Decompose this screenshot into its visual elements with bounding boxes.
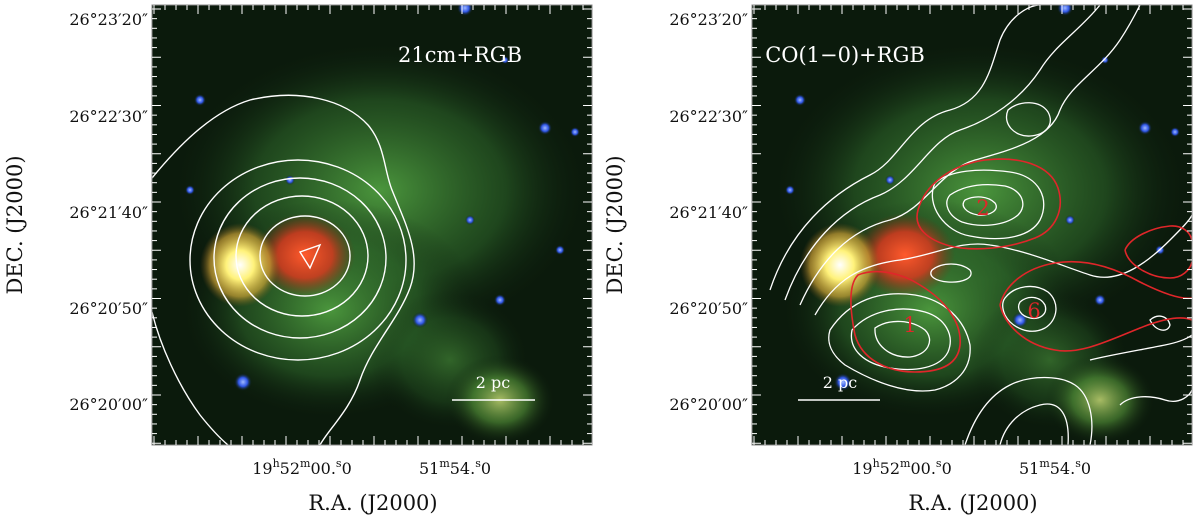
y-tick-label: 26°23′20″	[69, 10, 148, 29]
ticks	[152, 5, 592, 445]
y-axis-title: DEC. (J2000)	[3, 155, 27, 294]
source-label-6: 6	[1027, 299, 1040, 323]
scale-bar: 2 pc	[798, 373, 880, 401]
co-highlight-contours	[850, 158, 1192, 373]
y-tick-label: 26°20′00″	[69, 395, 148, 414]
panel-right: 1 2 6 2 pc CO(1−0)+RGB 26°23′20″ 26°22′3…	[603, 4, 1193, 515]
y-tick-label: 26°23′20″	[669, 10, 748, 29]
source-label-2: 2	[976, 196, 989, 220]
panel-right-frame	[751, 4, 1193, 446]
scale-bar: 2 pc	[452, 373, 535, 401]
x-tick-label: 51m54.s0	[1019, 457, 1091, 478]
x-tick-label: 51m54.s0	[419, 457, 491, 478]
x-axis-title: R.A. (J2000)	[308, 491, 437, 515]
x-tick-label: 19h52m00.s0	[852, 457, 952, 478]
x-axis-title: R.A. (J2000)	[908, 491, 1037, 515]
panel-right-image: 1 2 6 2 pc CO(1−0)+RGB	[752, 5, 1192, 445]
y-tick-label: 26°22′30″	[69, 107, 148, 126]
hi-contours	[152, 94, 415, 445]
scale-bar-label: 2 pc	[823, 373, 858, 392]
source-labels: 1 2 6	[903, 196, 1040, 337]
y-tick-labels: 26°23′20″ 26°22′30″ 26°21′40″ 26°20′50″ …	[69, 10, 148, 414]
panel-left-image: 2 pc 21cm+RGB	[152, 5, 592, 445]
source-label-1: 1	[903, 313, 916, 337]
y-tick-label: 26°21′40″	[69, 203, 148, 222]
panel-label: CO(1−0)+RGB	[765, 43, 925, 67]
ticks	[752, 5, 1192, 445]
x-tick-label: 19h52m00.s0	[252, 457, 352, 478]
scale-bar-label: 2 pc	[476, 373, 511, 392]
y-tick-label: 26°20′00″	[669, 395, 748, 414]
panel-left-frame	[151, 4, 593, 446]
x-tick-labels: 19h52m00.s0 51m54.s0	[852, 457, 1091, 478]
y-tick-label: 26°20′50″	[69, 299, 148, 318]
x-tick-labels: 19h52m00.s0 51m54.s0	[252, 457, 491, 478]
panel-left: 2 pc 21cm+RGB 26°23′20″ 26°22′30″ 26°21′…	[3, 4, 593, 515]
y-tick-label: 26°20′50″	[669, 299, 748, 318]
y-axis-title: DEC. (J2000)	[603, 155, 627, 294]
panel-label: 21cm+RGB	[398, 43, 522, 67]
y-tick-label: 26°21′40″	[669, 203, 748, 222]
co-contours	[769, 5, 1192, 445]
y-tick-label: 26°22′30″	[669, 107, 748, 126]
y-tick-labels: 26°23′20″ 26°22′30″ 26°21′40″ 26°20′50″ …	[669, 10, 748, 414]
